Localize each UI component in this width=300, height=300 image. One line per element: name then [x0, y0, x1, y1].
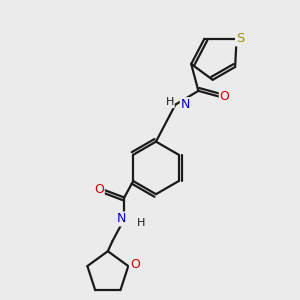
Text: N: N [117, 212, 127, 226]
Text: N: N [181, 98, 190, 111]
Text: S: S [236, 32, 244, 45]
Text: O: O [220, 90, 230, 103]
Text: H: H [166, 97, 174, 107]
Text: H: H [137, 218, 145, 228]
Text: O: O [130, 258, 140, 271]
Text: O: O [94, 183, 104, 196]
